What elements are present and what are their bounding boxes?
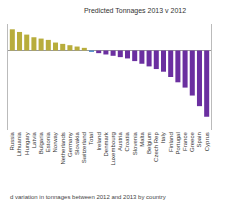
- svg-text:Portugal: Portugal: [175, 132, 181, 154]
- svg-text:Finland: Finland: [168, 132, 174, 152]
- svg-text:Predicted Tonnages 2013 v 2012: Predicted Tonnages 2013 v 2012: [84, 7, 186, 15]
- svg-text:Bulgaria: Bulgaria: [38, 132, 44, 155]
- svg-text:Russia: Russia: [9, 132, 15, 151]
- svg-text:Greece: Greece: [189, 132, 195, 152]
- svg-text:Slovakia: Slovakia: [74, 132, 80, 155]
- svg-text:Latvia: Latvia: [31, 132, 37, 149]
- svg-text:Hungary: Hungary: [24, 132, 30, 155]
- svg-text:Germany: Germany: [67, 132, 73, 157]
- svg-text:France: France: [182, 132, 188, 151]
- svg-text:Switzerland: Switzerland: [81, 132, 87, 163]
- svg-text:Austria: Austria: [117, 132, 123, 151]
- svg-text:Czech Rep: Czech Rep: [153, 132, 159, 162]
- svg-text:Luxembourg: Luxembourg: [110, 132, 116, 165]
- svg-text:Italy: Italy: [160, 132, 166, 143]
- svg-text:Croatia: Croatia: [124, 132, 130, 152]
- svg-text:Spain: Spain: [196, 132, 202, 147]
- svg-text:Cyprus: Cyprus: [204, 132, 210, 151]
- svg-text:Belgium: Belgium: [146, 132, 152, 154]
- svg-text:Slovenia: Slovenia: [132, 132, 138, 156]
- svg-text:Estonia: Estonia: [45, 132, 51, 153]
- svg-text:Total: Total: [88, 132, 94, 145]
- svg-text:d variation in tonnages betwee: d variation in tonnages between 2012 and…: [10, 194, 166, 200]
- svg-text:Malta: Malta: [139, 132, 145, 147]
- svg-text:Ireland: Ireland: [96, 132, 102, 150]
- svg-text:Norway: Norway: [52, 132, 58, 152]
- svg-text:Denmark: Denmark: [103, 131, 109, 156]
- svg-text:Lithuania: Lithuania: [16, 132, 22, 157]
- svg-text:Netherlands: Netherlands: [60, 132, 66, 164]
